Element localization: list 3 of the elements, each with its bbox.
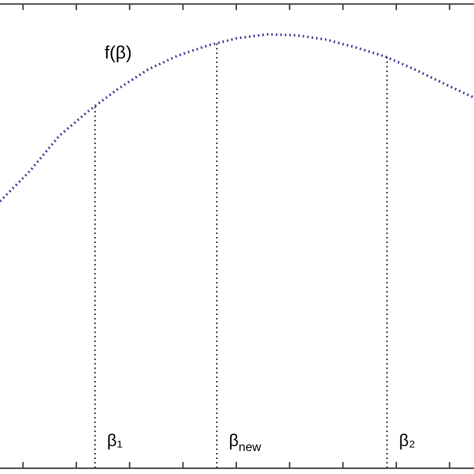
annotation: β₂ — [399, 431, 416, 450]
annotation: β₁ — [107, 431, 123, 450]
series-label: f(β) — [104, 42, 132, 63]
